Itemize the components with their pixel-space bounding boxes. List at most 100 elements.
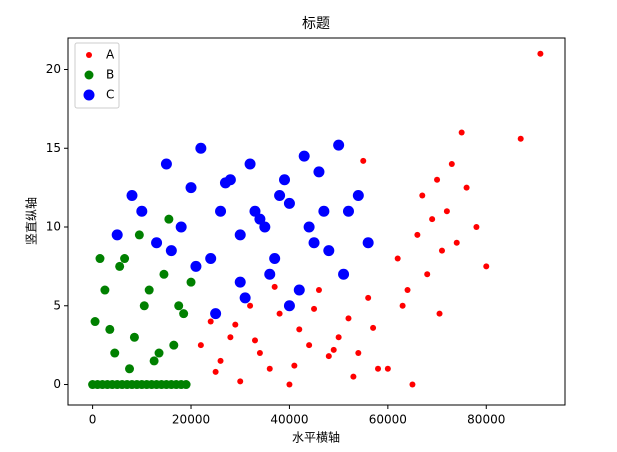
- scatter-point: [384, 365, 391, 372]
- scatter-point: [120, 254, 130, 264]
- legend: ABC: [74, 42, 120, 109]
- scatter-point: [186, 277, 196, 287]
- scatter-point: [362, 237, 374, 249]
- scatter-point: [438, 247, 445, 254]
- scatter-point: [227, 334, 234, 341]
- scatter-point: [276, 310, 283, 317]
- scatter-point: [160, 158, 172, 170]
- scatter-point: [254, 213, 266, 225]
- scatter-point: [95, 254, 105, 264]
- scatter-point: [139, 301, 149, 311]
- scatter-point: [448, 161, 455, 168]
- scatter-point: [375, 365, 382, 372]
- scatter-point: [175, 221, 187, 233]
- scatter-point: [291, 362, 298, 369]
- scatter-point: [269, 253, 281, 265]
- scatter-point: [174, 301, 184, 311]
- scatter-point: [256, 350, 263, 357]
- legend-label: A: [106, 48, 115, 62]
- x-tick-label: 40000: [270, 413, 308, 427]
- y-tick-label: 5: [53, 298, 61, 312]
- scatter-point: [399, 302, 406, 309]
- scatter-point: [165, 245, 177, 257]
- scatter-point: [283, 300, 295, 312]
- y-tick-label: 10: [46, 220, 61, 234]
- scatter-point: [355, 350, 362, 357]
- scatter-point: [169, 340, 179, 350]
- scatter-point: [483, 263, 490, 270]
- scatter-point: [365, 294, 372, 301]
- legend-marker: [86, 52, 92, 58]
- scatter-point: [323, 245, 335, 257]
- scatter-point: [325, 353, 332, 360]
- scatter-point: [436, 310, 443, 317]
- scatter-point: [453, 239, 460, 246]
- scatter-point: [414, 231, 421, 238]
- scatter-point: [279, 174, 291, 186]
- scatter-point: [283, 197, 295, 209]
- scatter-point: [463, 184, 470, 191]
- scatter-point: [151, 237, 163, 249]
- x-tick-label: 20000: [172, 413, 210, 427]
- x-tick-label: 80000: [467, 413, 505, 427]
- scatter-point: [144, 285, 154, 295]
- scatter-point: [306, 342, 313, 349]
- scatter-point: [338, 268, 350, 280]
- scatter-point: [335, 334, 342, 341]
- scatter-point: [244, 158, 256, 170]
- scatter-point: [207, 318, 214, 325]
- scatter-point: [537, 50, 544, 57]
- scatter-point: [298, 150, 310, 162]
- scatter-point: [293, 284, 305, 296]
- scatter-point: [517, 135, 524, 142]
- scatter-point: [159, 269, 169, 279]
- scatter-point: [429, 216, 436, 223]
- chart-title: 标题: [302, 16, 330, 32]
- scatter-point: [394, 255, 401, 262]
- scatter-point: [125, 364, 135, 374]
- scatter-point: [136, 205, 148, 217]
- scatter-point: [247, 302, 254, 309]
- legend-label: C: [106, 88, 114, 102]
- scatter-point: [360, 157, 367, 164]
- scatter-point: [185, 182, 197, 194]
- scatter-point: [458, 129, 465, 136]
- x-tick-label: 60000: [369, 413, 407, 427]
- scatter-point: [370, 324, 377, 331]
- scatter-point: [234, 276, 246, 288]
- scatter-point: [345, 315, 352, 322]
- scatter-point: [215, 205, 227, 217]
- scatter-point: [179, 309, 189, 319]
- scatter-point: [195, 142, 207, 154]
- legend-marker: [84, 70, 94, 80]
- scatter-point: [303, 221, 315, 233]
- scatter-point: [115, 261, 125, 271]
- scatter-point: [318, 205, 330, 217]
- scatter-point: [154, 348, 164, 358]
- scatter-point: [409, 381, 416, 388]
- scatter-point: [126, 190, 138, 202]
- scatter-point: [308, 237, 320, 249]
- scatter-point: [424, 271, 431, 278]
- y-axis-label: 竖直纵轴: [24, 197, 39, 245]
- scatter-point: [110, 348, 120, 358]
- scatter-point: [217, 357, 224, 364]
- legend-label: B: [106, 68, 114, 82]
- scatter-point: [134, 230, 144, 240]
- y-tick-label: 20: [46, 62, 61, 76]
- scatter-point: [100, 285, 110, 295]
- scatter-point: [90, 317, 100, 327]
- scatter-point: [311, 305, 318, 312]
- scatter-point: [259, 221, 271, 233]
- scatter-point: [271, 283, 278, 290]
- y-tick-label: 15: [46, 141, 61, 155]
- scatter-point: [342, 205, 354, 217]
- scatter-point: [443, 208, 450, 215]
- scatter-point: [105, 324, 115, 334]
- scatter-point: [330, 346, 337, 353]
- scatter-point: [181, 380, 191, 390]
- scatter-point: [333, 139, 345, 151]
- scatter-point: [237, 378, 244, 385]
- scatter-point: [274, 190, 286, 202]
